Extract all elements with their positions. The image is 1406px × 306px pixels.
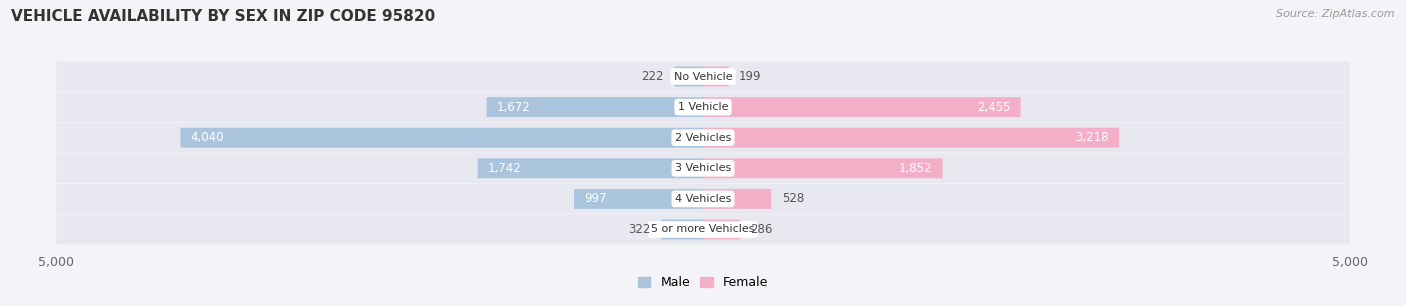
FancyBboxPatch shape bbox=[486, 97, 703, 117]
FancyBboxPatch shape bbox=[56, 92, 1350, 122]
FancyBboxPatch shape bbox=[56, 215, 1350, 244]
Text: 1,852: 1,852 bbox=[898, 162, 932, 175]
Text: 528: 528 bbox=[782, 192, 804, 205]
FancyBboxPatch shape bbox=[56, 62, 1350, 91]
FancyBboxPatch shape bbox=[703, 128, 1119, 148]
Text: 3,218: 3,218 bbox=[1076, 131, 1109, 144]
Text: 286: 286 bbox=[751, 223, 773, 236]
FancyBboxPatch shape bbox=[574, 189, 703, 209]
Text: 3 Vehicles: 3 Vehicles bbox=[675, 163, 731, 173]
FancyBboxPatch shape bbox=[56, 153, 1350, 183]
Text: 2,455: 2,455 bbox=[977, 101, 1010, 114]
FancyBboxPatch shape bbox=[478, 159, 703, 178]
Text: 1,742: 1,742 bbox=[488, 162, 522, 175]
Text: 997: 997 bbox=[585, 192, 607, 205]
Text: No Vehicle: No Vehicle bbox=[673, 72, 733, 81]
Text: 2 Vehicles: 2 Vehicles bbox=[675, 133, 731, 143]
FancyBboxPatch shape bbox=[56, 184, 1350, 214]
Text: 1 Vehicle: 1 Vehicle bbox=[678, 102, 728, 112]
FancyBboxPatch shape bbox=[703, 67, 728, 86]
FancyBboxPatch shape bbox=[703, 97, 1021, 117]
FancyBboxPatch shape bbox=[56, 123, 1350, 153]
FancyBboxPatch shape bbox=[703, 159, 942, 178]
Text: 4,040: 4,040 bbox=[191, 131, 225, 144]
FancyBboxPatch shape bbox=[661, 220, 703, 239]
Text: 4 Vehicles: 4 Vehicles bbox=[675, 194, 731, 204]
Text: 322: 322 bbox=[628, 223, 651, 236]
Text: VEHICLE AVAILABILITY BY SEX IN ZIP CODE 95820: VEHICLE AVAILABILITY BY SEX IN ZIP CODE … bbox=[11, 9, 436, 24]
FancyBboxPatch shape bbox=[703, 220, 740, 239]
FancyBboxPatch shape bbox=[703, 189, 772, 209]
Text: Source: ZipAtlas.com: Source: ZipAtlas.com bbox=[1277, 9, 1395, 19]
FancyBboxPatch shape bbox=[180, 128, 703, 148]
Text: 222: 222 bbox=[641, 70, 664, 83]
Text: 5 or more Vehicles: 5 or more Vehicles bbox=[651, 225, 755, 234]
Legend: Male, Female: Male, Female bbox=[633, 271, 773, 294]
Text: 1,672: 1,672 bbox=[498, 101, 531, 114]
Text: 199: 199 bbox=[740, 70, 762, 83]
FancyBboxPatch shape bbox=[675, 67, 703, 86]
